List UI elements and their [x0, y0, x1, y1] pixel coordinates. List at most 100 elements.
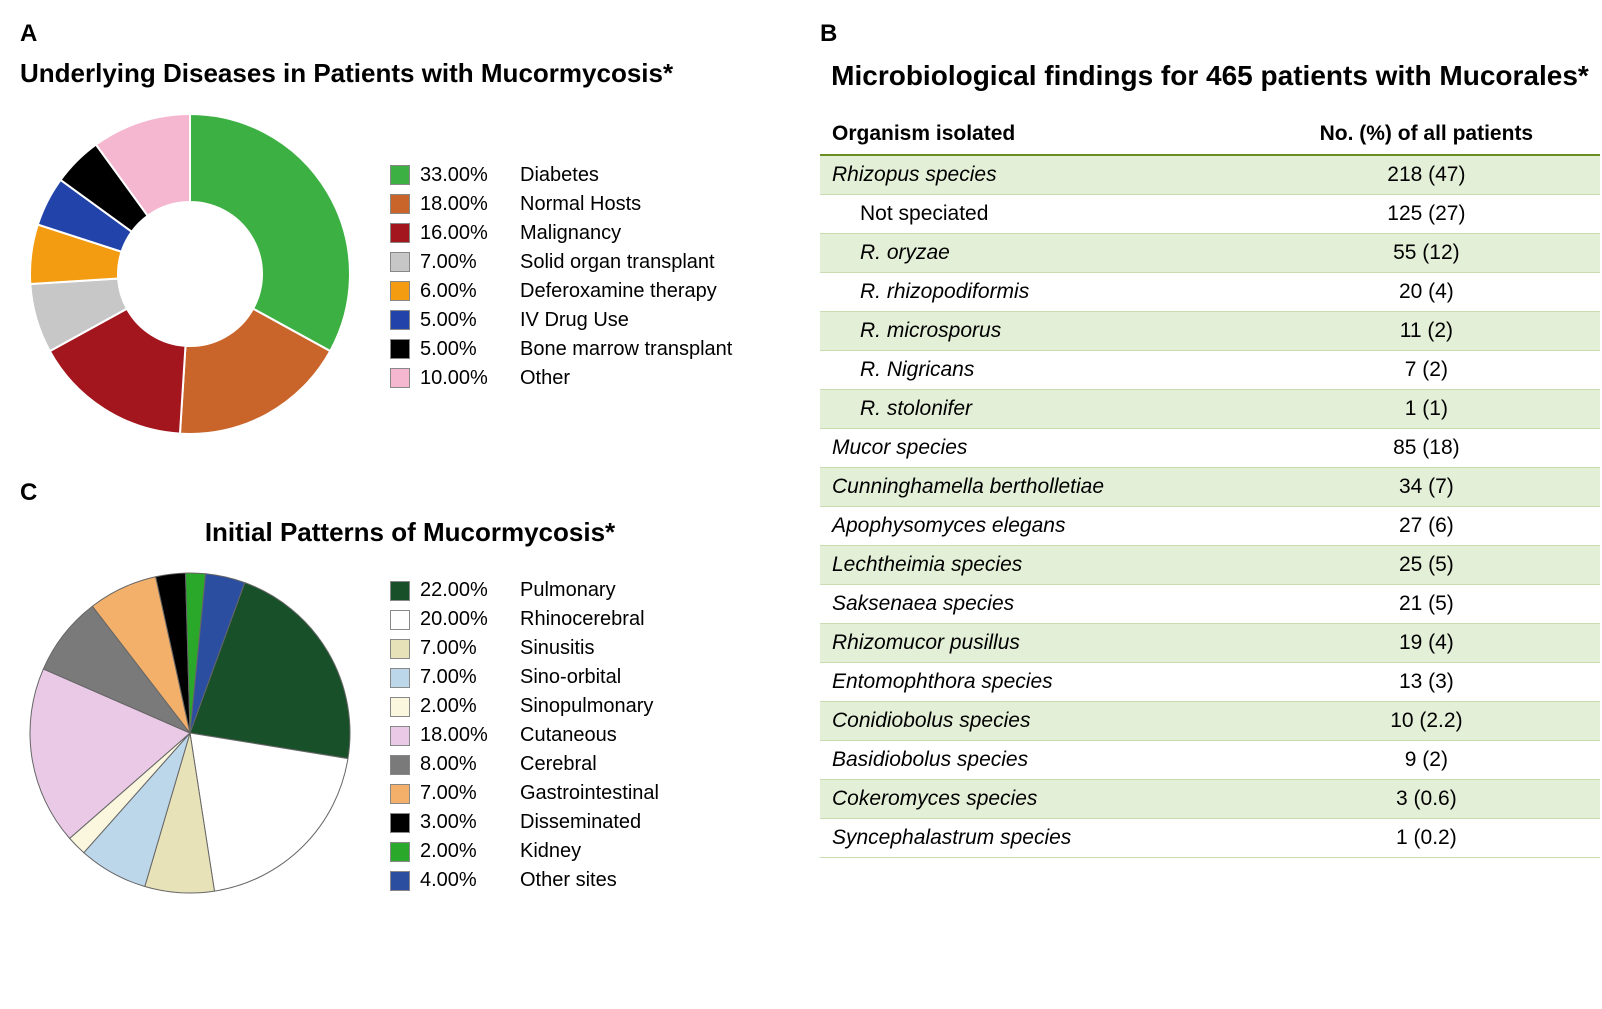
panel-b-title: Microbiological findings for 465 patient… — [820, 58, 1600, 94]
organism-cell: Lechtheimia species — [820, 546, 1253, 585]
value-cell: 7 (2) — [1253, 351, 1600, 390]
value-cell: 3 (0.6) — [1253, 780, 1600, 819]
legend-pct: 10.00% — [420, 367, 510, 390]
legend-swatch — [390, 223, 410, 243]
value-cell: 13 (3) — [1253, 663, 1600, 702]
legend-row: 4.00%Other sites — [390, 869, 659, 892]
legend-row: 5.00%Bone marrow transplant — [390, 338, 732, 361]
table-col-organism: Organism isolated — [820, 114, 1253, 155]
legend-row: 5.00%IV Drug Use — [390, 309, 732, 332]
legend-row: 2.00%Sinopulmonary — [390, 695, 659, 718]
legend-swatch — [390, 639, 410, 659]
legend-swatch — [390, 813, 410, 833]
organism-cell: Basidiobolus species — [820, 741, 1253, 780]
legend-pct: 7.00% — [420, 782, 510, 805]
legend-swatch — [390, 339, 410, 359]
organism-cell: Syncephalastrum species — [820, 819, 1253, 858]
legend-swatch — [390, 310, 410, 330]
legend-label: Sinusitis — [520, 637, 594, 660]
organism-cell: R. oryzae — [820, 234, 1253, 273]
organism-cell: R. stolonifer — [820, 390, 1253, 429]
panel-c-label: C — [20, 479, 800, 507]
legend-row: 20.00%Rhinocerebral — [390, 608, 659, 631]
legend-label: Cerebral — [520, 753, 597, 776]
legend-label: Kidney — [520, 840, 581, 863]
organism-cell: Mucor species — [820, 429, 1253, 468]
value-cell: 19 (4) — [1253, 624, 1600, 663]
value-cell: 55 (12) — [1253, 234, 1600, 273]
legend-label: Gastrointestinal — [520, 782, 659, 805]
table-row: Basidiobolus species9 (2) — [820, 741, 1600, 780]
value-cell: 125 (27) — [1253, 195, 1600, 234]
panel-a-label: A — [20, 20, 800, 48]
legend-swatch — [390, 842, 410, 862]
legend-pct: 18.00% — [420, 724, 510, 747]
organism-cell: R. microsporus — [820, 312, 1253, 351]
legend-swatch — [390, 581, 410, 601]
value-cell: 34 (7) — [1253, 468, 1600, 507]
legend-pct: 5.00% — [420, 309, 510, 332]
legend-swatch — [390, 697, 410, 717]
table-row: Cunninghamella bertholletiae34 (7) — [820, 468, 1600, 507]
table-row: Mucor species85 (18) — [820, 429, 1600, 468]
organism-cell: Saksenaea species — [820, 585, 1253, 624]
table-row: Lechtheimia species25 (5) — [820, 546, 1600, 585]
legend-swatch — [390, 252, 410, 272]
table-row: Entomophthora species13 (3) — [820, 663, 1600, 702]
value-cell: 27 (6) — [1253, 507, 1600, 546]
legend-swatch — [390, 755, 410, 775]
legend-swatch — [390, 165, 410, 185]
legend-label: Solid organ transplant — [520, 251, 715, 274]
table-row: Conidiobolus species10 (2.2) — [820, 702, 1600, 741]
legend-label: Bone marrow transplant — [520, 338, 732, 361]
legend-swatch — [390, 194, 410, 214]
table-col-count: No. (%) of all patients — [1253, 114, 1600, 155]
table-row: Syncephalastrum species1 (0.2) — [820, 819, 1600, 858]
organism-cell: R. rhizopodiformis — [820, 273, 1253, 312]
legend-label: Diabetes — [520, 164, 599, 187]
value-cell: 25 (5) — [1253, 546, 1600, 585]
legend-label: Sinopulmonary — [520, 695, 653, 718]
legend-row: 16.00%Malignancy — [390, 222, 732, 245]
table-row: Rhizomucor pusillus19 (4) — [820, 624, 1600, 663]
legend-label: Other — [520, 367, 570, 390]
legend-label: Cutaneous — [520, 724, 617, 747]
organism-cell: R. Nigricans — [820, 351, 1253, 390]
legend-row: 7.00% Gastrointestinal — [390, 782, 659, 805]
legend-pct: 6.00% — [420, 280, 510, 303]
legend-label: Normal Hosts — [520, 193, 641, 216]
panel-c: C Initial Patterns of Mucormycosis* 22.0… — [20, 479, 800, 908]
legend-label: Sino-orbital — [520, 666, 621, 689]
legend-label: Disseminated — [520, 811, 641, 834]
table-row: R. stolonifer1 (1) — [820, 390, 1600, 429]
value-cell: 21 (5) — [1253, 585, 1600, 624]
legend-label: Deferoxamine therapy — [520, 280, 717, 303]
legend-swatch — [390, 368, 410, 388]
legend-row: 7.00%Sino-orbital — [390, 666, 659, 689]
legend-row: 7.00% Sinusitis — [390, 637, 659, 660]
chart-slice — [190, 733, 348, 891]
legend-label: Pulmonary — [520, 579, 616, 602]
organism-cell: Conidiobolus species — [820, 702, 1253, 741]
organism-cell: Rhizopus species — [820, 155, 1253, 195]
legend-pct: 20.00% — [420, 608, 510, 631]
value-cell: 218 (47) — [1253, 155, 1600, 195]
value-cell: 11 (2) — [1253, 312, 1600, 351]
panel-a-title: Underlying Diseases in Patients with Muc… — [20, 58, 800, 89]
table-row: R. microsporus11 (2) — [820, 312, 1600, 351]
legend-pct: 33.00% — [420, 164, 510, 187]
panel-c-legend: 22.00%Pulmonary20.00%Rhinocerebral7.00%S… — [390, 579, 659, 892]
legend-pct: 2.00% — [420, 840, 510, 863]
legend-pct: 16.00% — [420, 222, 510, 245]
legend-pct: 7.00% — [420, 637, 510, 660]
panel-c-title: Initial Patterns of Mucormycosis* — [20, 517, 800, 548]
legend-swatch — [390, 784, 410, 804]
organism-cell: Not speciated — [820, 195, 1253, 234]
legend-row: 18.00% Cutaneous — [390, 724, 659, 747]
legend-row: 6.00% Deferoxamine therapy — [390, 280, 732, 303]
table-row: R. oryzae55 (12) — [820, 234, 1600, 273]
legend-pct: 7.00% — [420, 251, 510, 274]
panel-b-label: B — [820, 20, 1600, 48]
value-cell: 1 (0.2) — [1253, 819, 1600, 858]
legend-pct: 22.00% — [420, 579, 510, 602]
